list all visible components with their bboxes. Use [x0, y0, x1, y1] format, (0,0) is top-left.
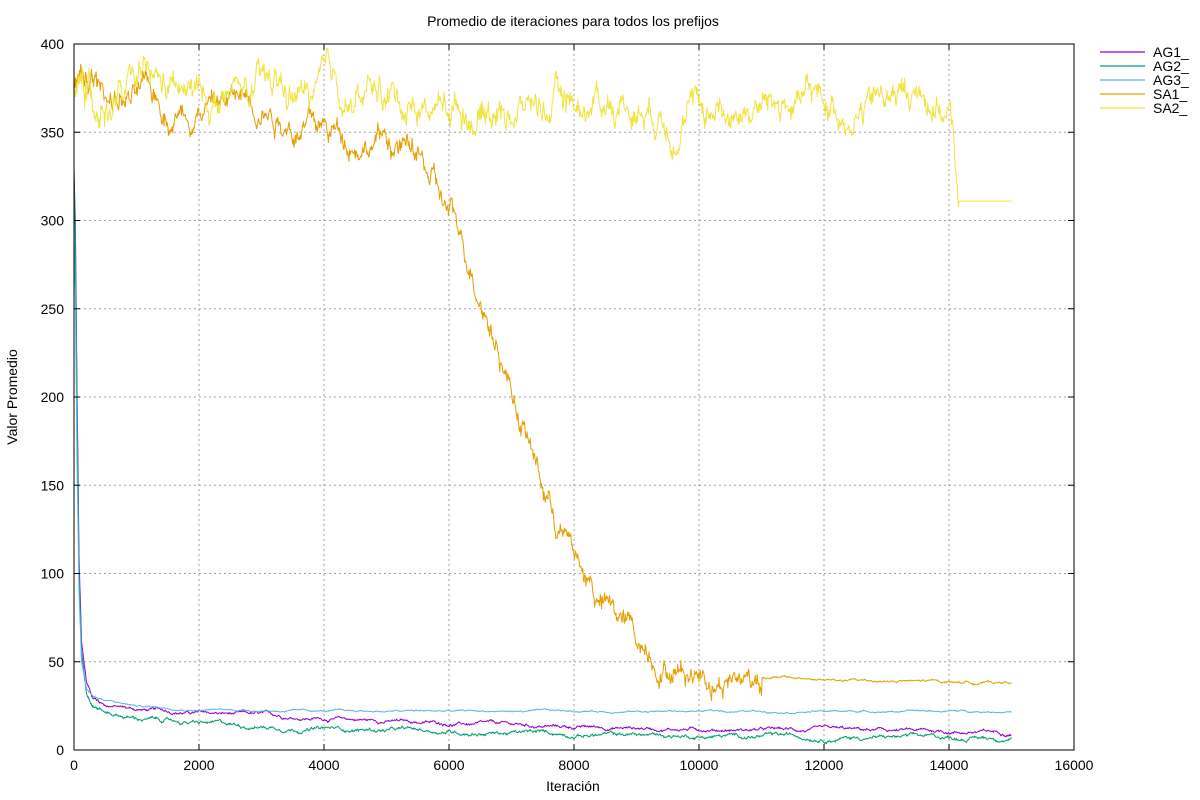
y-tick-label: 100	[41, 566, 65, 582]
y-axis-label: Valor Promedio	[4, 349, 20, 445]
series-lines	[73, 47, 1012, 745]
series-line-ag2	[73, 176, 1012, 745]
y-tick-label: 350	[41, 124, 65, 140]
legend-label: SA1_	[1153, 86, 1187, 102]
series-line-ag3	[73, 220, 1012, 715]
x-tick-label: 2000	[183, 757, 214, 773]
x-tick-label: 14000	[930, 757, 969, 773]
x-tick-label: 0	[70, 757, 78, 773]
legend-label: AG1_	[1153, 44, 1189, 60]
series-line-sa2	[73, 47, 1012, 208]
x-tick-label: 4000	[308, 757, 339, 773]
y-tick-label: 300	[41, 213, 65, 229]
axis-ticks: 0 2000 4000 6000 8000 10000 12000 14000 16000 0 50…	[41, 36, 1094, 773]
y-tick-label: 200	[41, 389, 65, 405]
chart-title: Promedio de iteraciones para todos los p…	[427, 13, 719, 29]
x-tick-label: 12000	[805, 757, 844, 773]
y-tick-label: 150	[41, 477, 65, 493]
grid-lines	[74, 44, 1074, 750]
legend-label: SA2_	[1153, 100, 1187, 116]
x-tick-label: 8000	[558, 757, 589, 773]
x-tick-label: 16000	[1055, 757, 1094, 773]
series-line-ag1	[73, 167, 1012, 738]
x-axis-label: Iteración	[546, 778, 600, 794]
y-tick-label: 50	[48, 654, 64, 670]
legend-label: AG2_	[1153, 58, 1189, 74]
y-tick-label: 0	[56, 742, 64, 758]
y-tick-label: 400	[41, 36, 65, 52]
y-tick-label: 250	[41, 301, 65, 317]
legend-label: AG3_	[1153, 72, 1189, 88]
series-line-sa1	[73, 64, 1012, 702]
legend: AG1_AG2_AG3_SA1_SA2_	[1100, 44, 1189, 116]
x-tick-label: 10000	[680, 757, 719, 773]
x-tick-label: 6000	[433, 757, 464, 773]
